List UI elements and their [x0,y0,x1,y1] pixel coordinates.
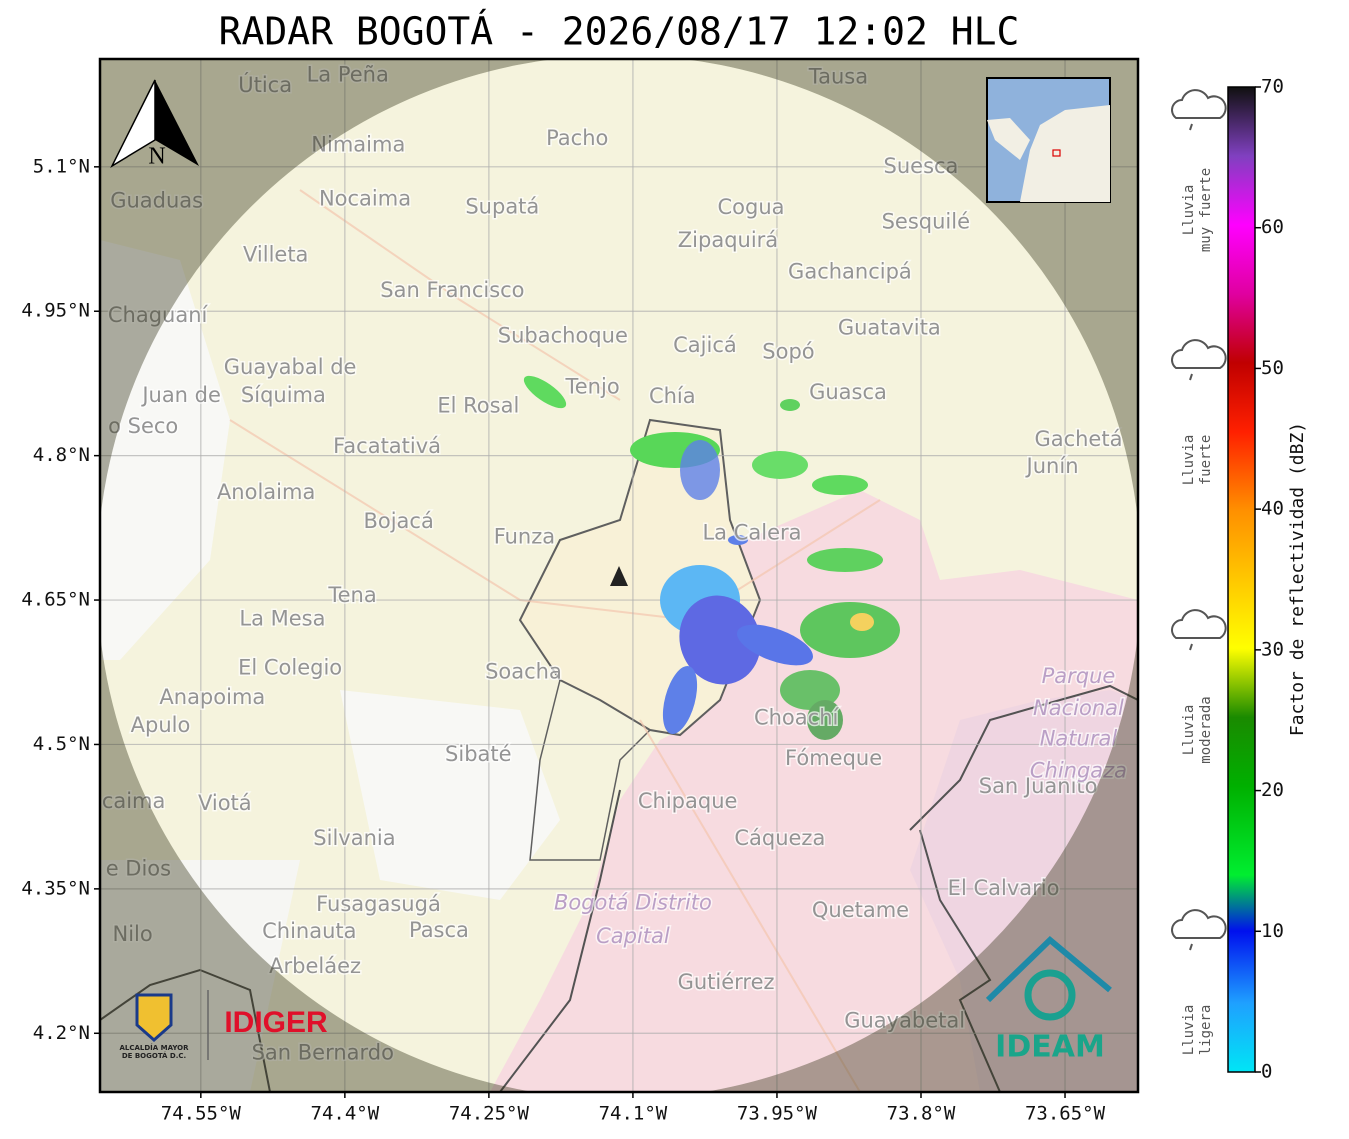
cloud-icon [1171,89,1227,119]
x-tick-label: 74.25°W [449,1103,530,1125]
y-tick-label: 4.65°N [21,589,90,611]
rain-label-line: Lluvia [1181,185,1197,236]
colorbar-tick-label: 10 [1261,920,1284,942]
map: La PeñaÚticaTausaNimaimaPachoGuaduasNoca… [100,59,1138,1092]
x-tick-label: 74.1°W [599,1103,668,1125]
map-frame [98,57,1140,1094]
rain-label-line: Lluvia [1181,705,1197,756]
x-tick-label: 73.8°W [887,1103,956,1125]
rain-label-line: fuerte [1198,435,1214,486]
inset-land [987,105,1110,202]
rain-label-line: moderada [1198,696,1214,763]
colorbar-tick-label: 50 [1261,357,1284,379]
cloud-icon [1171,909,1227,939]
colorbar-tick-label: 40 [1261,498,1284,520]
swirl [1024,969,1076,1021]
x-tick-label: 74.4°W [311,1103,380,1125]
colorbar-tick-label: 0 [1261,1061,1272,1083]
cloud-icon [1171,609,1227,639]
radar-site [610,566,628,586]
title: RADAR BOGOTÁ - 2026/08/17 12:02 HLC [219,10,1020,54]
rain-label: Lluvia ligera [1181,1005,1214,1056]
inset-marker [1052,149,1061,157]
cloud-icon [1171,339,1227,369]
ideam-logo: IDEAM [995,1030,1105,1065]
colorbar-tick-label: 20 [1261,779,1284,801]
x-tick-label: 73.95°W [737,1103,818,1125]
y-tick-label: 4.2°N [33,1022,90,1044]
rain-drop [1189,643,1193,651]
logo-ideam: IDEAM [985,935,1112,1065]
north-arrow: N [110,79,199,170]
rain-label-line: ligera [1198,1005,1214,1056]
rain-label-line: Lluvia [1181,435,1197,486]
rain-label: Lluvia moderada [1181,696,1214,763]
rain-label-line: muy fuerte [1198,168,1214,252]
colorbar-label: Factor de reflectividad (dBZ) [1287,422,1308,736]
arrow-right [155,80,199,166]
colorbar-axis: 0 10 20 30 40 50 60 70 [1255,76,1284,1083]
inset-map [986,77,1111,203]
alcaldia-line: DE BOGOTÁ D.C. [122,1051,186,1060]
alcaldia-line: ALCALDÍA MAYOR [119,1043,189,1052]
rain-drop [1189,373,1193,381]
x-tick-label: 74.55°W [161,1103,242,1125]
y-tick-label: 4.35°N [21,877,90,899]
idiger-logo: IDIGER [224,1006,328,1039]
rain-label: Lluvia muy fuerte [1181,168,1214,252]
colorbar-tick-label: 60 [1261,216,1284,238]
rain-label-line: Lluvia [1181,1005,1197,1056]
colorbar-tick-label: 30 [1261,638,1284,660]
colorbar-tick-label: 70 [1261,76,1284,98]
y-tick-label: 4.95°N [21,300,90,322]
x-tick-label: 73.65°W [1025,1103,1106,1125]
rain-label: Lluvia fuerte [1181,435,1214,486]
colorbar [1227,86,1256,1073]
y-tick-label: 4.5°N [33,733,90,755]
logo-alcaldia: ALCALDÍA MAYOR DE BOGOTÁ D.C. IDIGER [119,990,328,1060]
rain-drop [1189,943,1193,951]
north-label: N [148,144,165,170]
y-tick-label: 4.8°N [33,444,90,466]
y-tick-label: 5.1°N [33,155,90,177]
rain-drop [1189,123,1193,131]
roof [985,935,1112,1003]
shield [135,993,173,1043]
